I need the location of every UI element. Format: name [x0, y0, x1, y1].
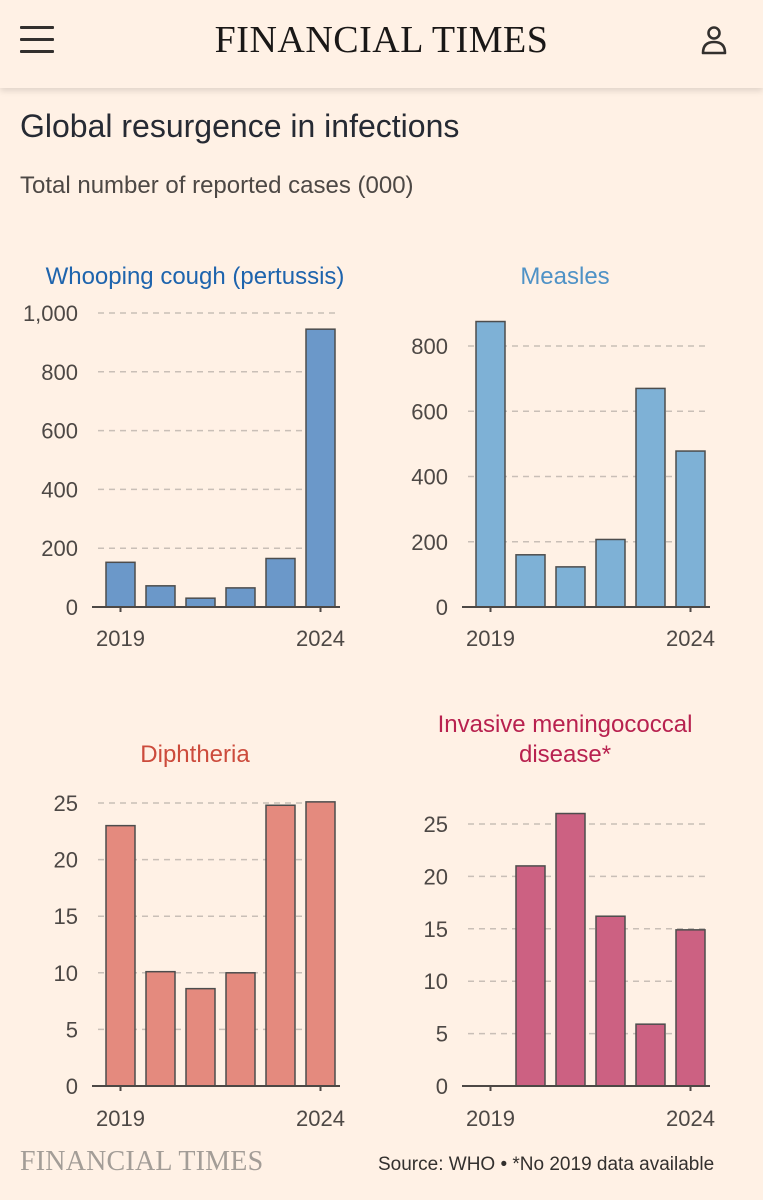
measles-bar-2022 [595, 538, 626, 608]
diphtheria-ytick-label: 10 [54, 961, 78, 986]
meningococcal-ytick-label: 0 [436, 1074, 448, 1099]
chart-title: Global resurgence in infections [20, 108, 460, 144]
measles-bar-2023 [635, 387, 666, 608]
diphtheria-xtick-label: 2024 [296, 1106, 345, 1131]
footer-ft-logo: FINANCIAL TIMES [20, 1146, 264, 1177]
meningococcal-bar-2023 [635, 1023, 666, 1087]
meningococcal-ytick-label: 5 [436, 1022, 448, 1047]
pertussis-ytick-label: 0 [66, 595, 78, 620]
meningococcal-title: Invasive meningococcal disease* [385, 710, 745, 770]
measles-bar-2019 [475, 320, 506, 608]
diphtheria-bar-2021 [185, 987, 216, 1087]
meningococcal-bar-2021 [555, 812, 586, 1087]
meningococcal-title-line-1: Invasive meningococcal [437, 711, 693, 738]
meningococcal-xtick-label: 2019 [466, 1106, 515, 1131]
ft-logo[interactable]: FINANCIAL TIMES [214, 19, 549, 61]
pertussis-bar-2019 [105, 561, 136, 608]
measles-ytick-label: 600 [411, 399, 448, 424]
pertussis-bar-2024 [305, 328, 336, 608]
diphtheria-ytick-label: 0 [66, 1074, 78, 1099]
diphtheria-title: Diphtheria [140, 741, 250, 768]
diphtheria-bar-2020 [145, 970, 176, 1087]
diphtheria-ytick-label: 5 [66, 1017, 78, 1042]
measles-ytick-label: 800 [411, 334, 448, 359]
meningococcal-ytick-label: 15 [424, 917, 448, 942]
pertussis-ytick-label: 400 [41, 477, 78, 502]
pertussis-ytick-label: 1,000 [23, 301, 78, 326]
chart-subtitle: Total number of reported cases (000) [20, 172, 414, 199]
source-note: Source: WHO • *No 2019 data available [378, 1154, 715, 1175]
pertussis-bar-2020 [145, 585, 176, 608]
diphtheria-bar-2019 [105, 824, 136, 1087]
measles-bar-2021 [555, 566, 586, 608]
pertussis-bar-2022 [225, 587, 256, 608]
pertussis-title: Whooping cough (pertussis) [45, 263, 345, 290]
diphtheria-bar-2023 [265, 804, 296, 1087]
measles-xtick-label: 2024 [666, 626, 715, 651]
diphtheria-ytick-label: 15 [54, 904, 78, 929]
diphtheria-bar-2022 [225, 972, 256, 1087]
measles-ytick-label: 200 [411, 530, 448, 555]
measles-xtick-label: 2019 [466, 626, 515, 651]
pertussis-ytick-label: 600 [41, 419, 78, 444]
top-bar: FINANCIAL TIMES [0, 0, 763, 88]
user-icon[interactable] [700, 24, 728, 56]
measles-ytick-label: 400 [411, 465, 448, 490]
pertussis-bar-2023 [265, 557, 296, 608]
diphtheria-ytick-label: 20 [54, 848, 78, 873]
meningococcal-ytick-label: 10 [424, 969, 448, 994]
meningococcal-ytick-label: 25 [424, 812, 448, 837]
pertussis-xtick-label: 2024 [296, 626, 345, 651]
diphtheria-bar-2024 [305, 801, 336, 1087]
pertussis-xtick-label: 2019 [96, 626, 145, 651]
pertussis-bar-2021 [185, 597, 216, 608]
meningococcal-bar-2020 [515, 865, 546, 1087]
diphtheria-ytick-label: 25 [54, 791, 78, 816]
hamburger-menu-icon[interactable] [20, 26, 54, 54]
diphtheria-xtick-label: 2019 [96, 1106, 145, 1131]
meningococcal-bar-2024 [675, 929, 706, 1087]
pertussis-ytick-label: 200 [41, 536, 78, 561]
meningococcal-bar-2022 [595, 915, 626, 1087]
meningococcal-ytick-label: 20 [424, 864, 448, 889]
measles-bar-2020 [515, 554, 546, 608]
meningococcal-xtick-label: 2024 [666, 1106, 715, 1131]
measles-title: Measles [520, 263, 610, 290]
measles-bar-2024 [675, 450, 706, 608]
meningococcal-title-line-2: disease* [518, 741, 612, 768]
measles-ytick-label: 0 [436, 595, 448, 620]
pertussis-ytick-label: 800 [41, 360, 78, 385]
